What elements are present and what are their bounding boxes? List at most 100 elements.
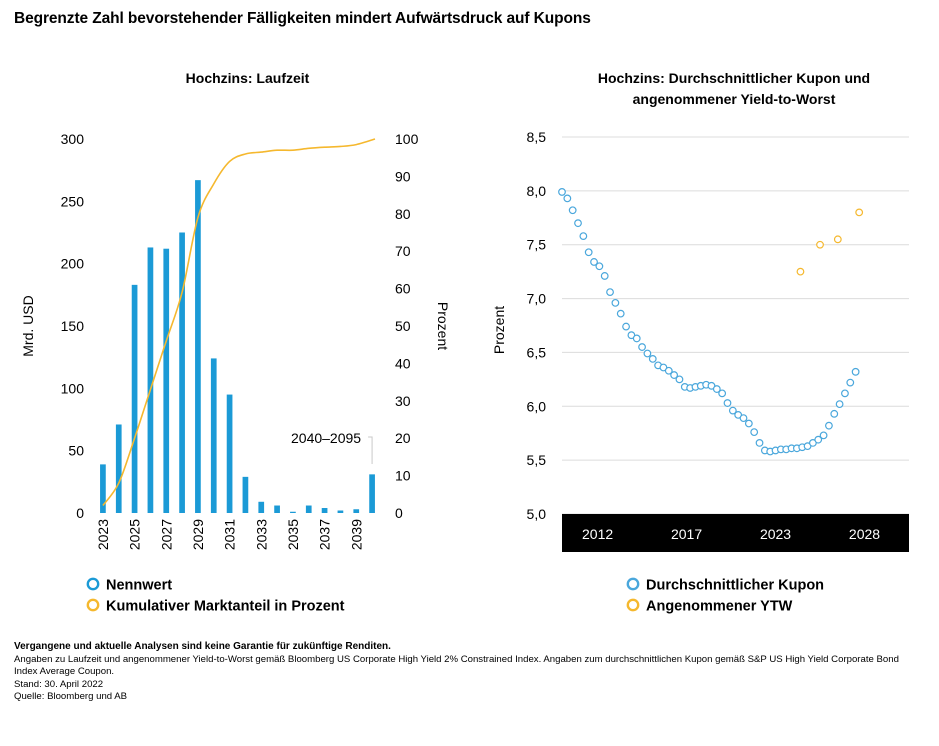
chart-title: Hochzins: Durchschnittlicher Kupon und — [598, 70, 870, 86]
coupon-point — [739, 414, 748, 423]
y2-tick-label: 60 — [395, 281, 411, 297]
as-of-date: Stand: 30. April 2022 — [14, 678, 104, 690]
coupon-point — [723, 399, 732, 407]
y2-tick-label: 40 — [395, 355, 411, 371]
bar — [100, 464, 106, 513]
chart-title: angenommener Yield-to-Worst — [633, 91, 836, 107]
y-tick-label: 8,5 — [527, 129, 547, 145]
x-tick-label: 2027 — [158, 519, 174, 550]
y-tick-label: 150 — [61, 318, 85, 334]
coupon-point — [819, 431, 828, 440]
cumulative-line — [102, 138, 376, 506]
bar — [115, 424, 122, 513]
bar — [321, 508, 328, 513]
coupon-point — [574, 219, 582, 228]
x-tick-label: 2033 — [253, 519, 269, 550]
coupon-point — [712, 385, 721, 393]
x-tick-label: 2017 — [671, 526, 702, 542]
annotation-line — [368, 436, 373, 464]
bar — [226, 394, 233, 513]
legend-marker — [86, 577, 100, 591]
y2-tick-label: 10 — [395, 468, 411, 484]
y-tick-label: 250 — [61, 193, 85, 209]
bar — [305, 505, 312, 513]
x-tick-label: 2029 — [190, 519, 206, 550]
x-tick-label: 2023 — [760, 526, 791, 542]
maturity-chart: Hochzins: Laufzeit050100150200250300Mrd.… — [20, 70, 451, 615]
y2-tick-label: 80 — [395, 206, 411, 222]
coupon-point — [584, 248, 593, 257]
y-tick-label: 8,0 — [527, 183, 547, 199]
coupon-point — [664, 366, 673, 375]
y-tick-label: 200 — [61, 256, 85, 272]
x-tick-label: 2025 — [127, 519, 143, 550]
bar — [274, 505, 280, 513]
bar — [242, 476, 249, 513]
y-axis-label: Prozent — [491, 306, 507, 354]
bar — [353, 509, 360, 513]
x-tick-label: 2037 — [317, 519, 333, 550]
coupon-point — [755, 439, 764, 447]
coupon-point — [750, 428, 759, 437]
y2-tick-label: 30 — [395, 393, 411, 409]
x-tick-label: 2023 — [95, 519, 111, 550]
coupon-point — [638, 343, 646, 351]
bar — [147, 247, 154, 513]
coupon-point — [558, 188, 566, 196]
y2-tick-label: 20 — [395, 430, 411, 446]
coupon-point — [675, 375, 684, 384]
annotation-label: 2040–2095 — [291, 430, 361, 446]
coupon-point — [851, 367, 860, 376]
bar — [337, 510, 344, 513]
bar — [210, 358, 217, 513]
coupon-point — [718, 389, 727, 398]
coupon-point — [622, 322, 630, 331]
y2-tick-label: 0 — [395, 505, 403, 521]
x-tick-label: 2031 — [222, 519, 238, 550]
y-axis-label: Mrd. USD — [20, 295, 36, 356]
y-tick-label: 7,5 — [527, 237, 547, 253]
coupon-point — [670, 371, 679, 379]
x-tick-label: 2028 — [849, 526, 880, 542]
coupon-point — [611, 298, 620, 307]
y2-tick-label: 70 — [395, 243, 411, 259]
legend-marker — [626, 598, 640, 612]
coupon-point — [830, 409, 839, 418]
y-tick-label: 6,5 — [527, 344, 547, 360]
ytw-point — [796, 267, 805, 276]
coupon-point — [590, 258, 598, 266]
y-tick-label: 100 — [61, 380, 85, 396]
x-tick-label: 2039 — [348, 519, 364, 550]
legend-label: Durchschnittlicher Kupon — [646, 578, 824, 594]
chart-title: Hochzins: Laufzeit — [186, 70, 310, 86]
legend-marker — [86, 598, 100, 612]
ytw-point — [816, 240, 824, 249]
x-tick-label: 2035 — [285, 519, 301, 550]
coupon-point — [595, 262, 604, 271]
bar — [179, 232, 185, 513]
y2-tick-label: 50 — [395, 318, 411, 334]
legend-label: Nennwert — [106, 578, 172, 594]
coupon-point — [648, 354, 657, 363]
y-tick-label: 50 — [68, 443, 84, 459]
page-title: Begrenzte Zahl bevorstehender Fälligkeit… — [14, 10, 591, 27]
y-tick-label: 7,0 — [527, 291, 547, 307]
x-axis-band — [562, 514, 909, 552]
disclaimer: Vergangene und aktuelle Analysen sind ke… — [14, 641, 391, 652]
coupon-point — [568, 206, 577, 215]
coupon-point — [825, 421, 833, 430]
coupon-point — [728, 406, 737, 415]
source-note: Angaben zu Laufzeit und angenommener Yie… — [14, 653, 899, 678]
y2-tick-label: 100 — [395, 131, 419, 147]
source: Quelle: Bloomberg und AB — [14, 691, 128, 703]
coupon-point — [814, 435, 823, 444]
coupon-point — [841, 389, 849, 398]
bar — [195, 180, 201, 513]
y-tick-label: 5,5 — [527, 452, 547, 468]
coupon-point — [835, 400, 844, 409]
footer: Vergangene und aktuelle Analysen sind ke… — [14, 641, 919, 704]
ytw-point — [855, 208, 864, 217]
bar — [163, 248, 170, 513]
y-tick-label: 6,0 — [527, 398, 547, 414]
ytw-point — [833, 235, 842, 244]
